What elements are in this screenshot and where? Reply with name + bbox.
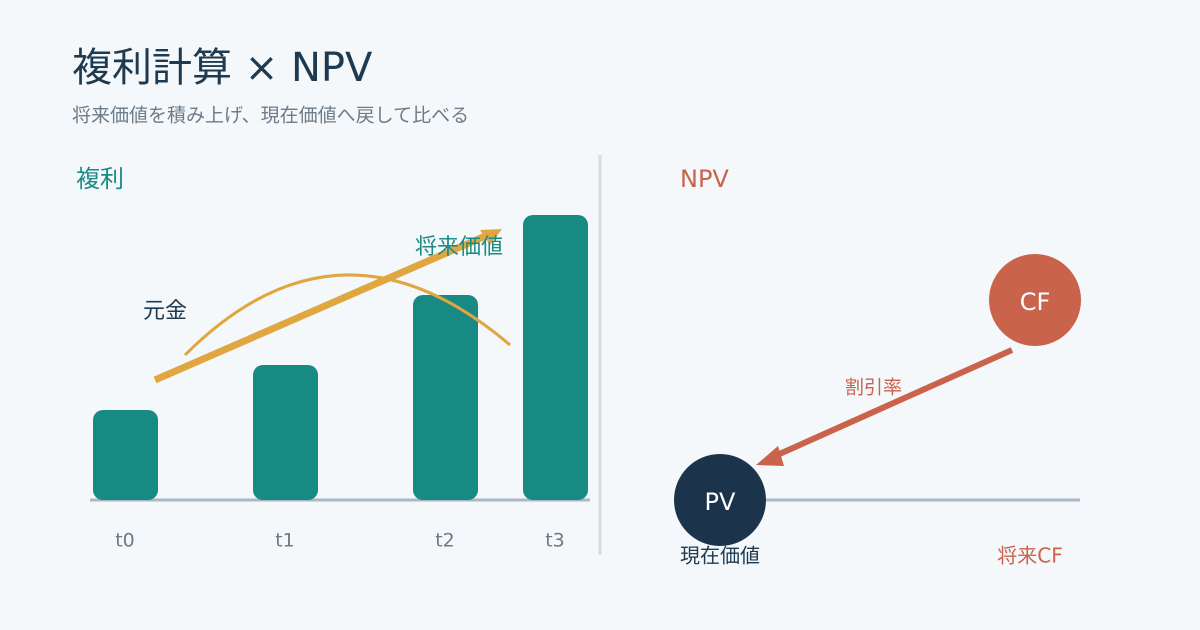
pv-caption: 現在価値 (680, 544, 760, 568)
period-labels: t0 t1 t2 t3 (115, 530, 565, 552)
bar (523, 215, 588, 500)
period-label: t2 (435, 530, 455, 552)
growth-arc (183, 273, 511, 357)
panel-heading: 複利 (76, 165, 124, 193)
principal-label: 元金 (143, 299, 187, 324)
cf-node-label: CF (1020, 288, 1051, 316)
title: 複利計算 × NPV (72, 45, 373, 91)
subtitle: 将来価値を積み上げ、現在価値へ戻して比べる (72, 105, 469, 127)
cf-node (989, 254, 1081, 346)
growth-line (153, 230, 492, 384)
bar (413, 295, 478, 500)
pv-node-label: PV (705, 488, 736, 516)
period-label: t0 (115, 530, 135, 552)
panel-heading: NPV (680, 165, 729, 193)
future-value-label: 将来価値 (415, 235, 503, 260)
period-label: t1 (275, 530, 295, 552)
rate-label: 割引率 (845, 377, 902, 399)
arrowhead (756, 446, 784, 466)
period-label: t3 (545, 530, 565, 552)
cf-caption: 将来CF (997, 544, 1062, 568)
bar (253, 365, 318, 500)
pv-node (674, 454, 766, 546)
discount-arrow (773, 347, 1014, 459)
bar (93, 410, 158, 500)
arrowhead (480, 229, 502, 245)
